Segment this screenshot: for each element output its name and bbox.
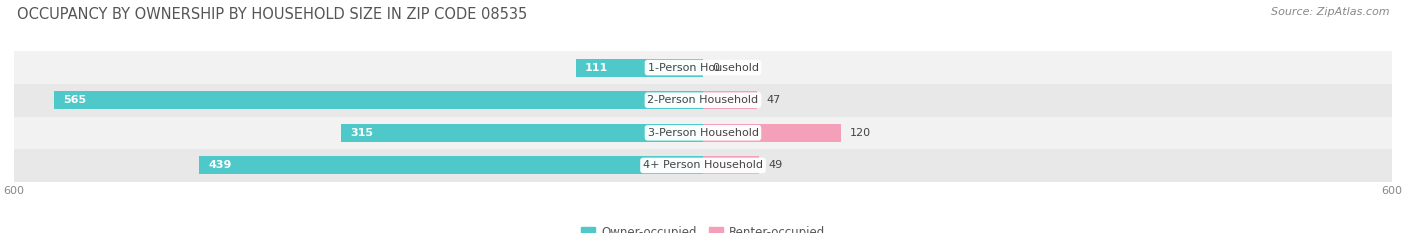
Bar — [575, 59, 703, 76]
Text: 315: 315 — [350, 128, 374, 138]
Text: 49: 49 — [769, 161, 783, 170]
Bar — [703, 91, 756, 109]
Text: Source: ZipAtlas.com: Source: ZipAtlas.com — [1271, 7, 1389, 17]
Bar — [703, 157, 759, 174]
Legend: Owner-occupied, Renter-occupied: Owner-occupied, Renter-occupied — [576, 221, 830, 233]
Bar — [14, 51, 1392, 84]
Bar — [703, 124, 841, 142]
Text: 2-Person Household: 2-Person Household — [647, 95, 759, 105]
Text: 1-Person Household: 1-Person Household — [648, 63, 758, 72]
Bar — [55, 91, 703, 109]
Bar — [14, 149, 1392, 182]
Text: 4+ Person Household: 4+ Person Household — [643, 161, 763, 170]
Bar — [14, 84, 1392, 116]
Text: 120: 120 — [851, 128, 872, 138]
Text: 0: 0 — [713, 63, 720, 72]
Bar — [14, 116, 1392, 149]
Text: 3-Person Household: 3-Person Household — [648, 128, 758, 138]
Text: 47: 47 — [766, 95, 780, 105]
Text: 439: 439 — [208, 161, 232, 170]
Bar — [198, 157, 703, 174]
Text: 565: 565 — [63, 95, 87, 105]
Text: OCCUPANCY BY OWNERSHIP BY HOUSEHOLD SIZE IN ZIP CODE 08535: OCCUPANCY BY OWNERSHIP BY HOUSEHOLD SIZE… — [17, 7, 527, 22]
Bar — [342, 124, 703, 142]
Text: 111: 111 — [585, 63, 607, 72]
